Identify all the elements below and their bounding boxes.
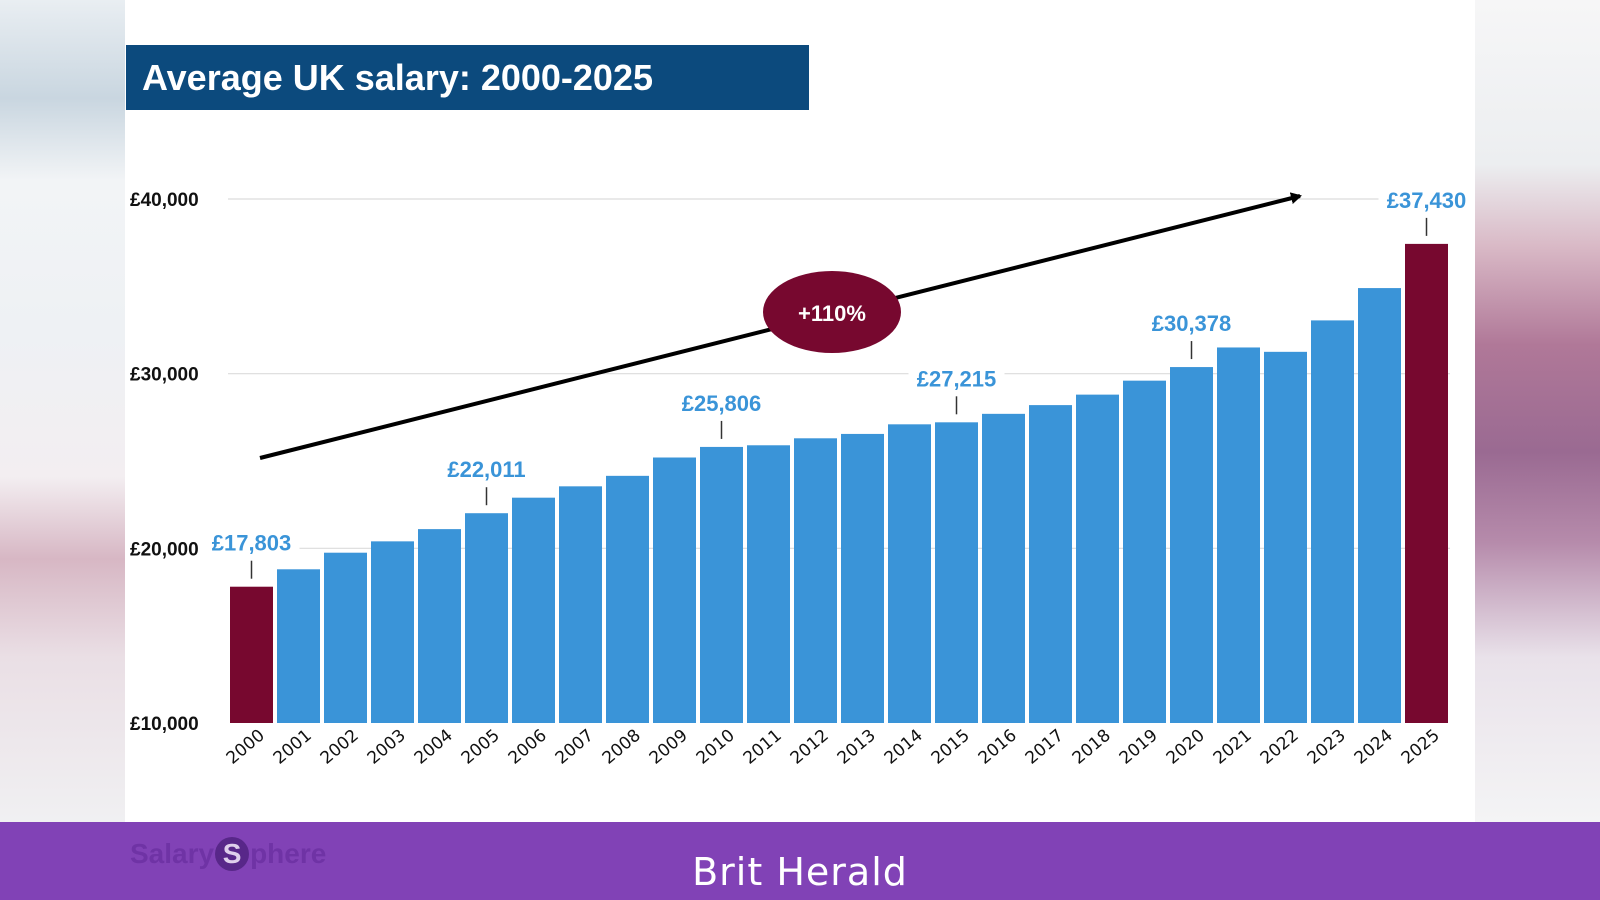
data-label: £30,378 [1152,311,1232,336]
x-tick-label: 2015 [928,726,974,769]
bar-2009 [653,457,696,723]
data-label-background [438,451,535,486]
background-left [0,0,125,822]
bar-2025 [1405,243,1448,723]
footer-source: Brit Herald [692,850,908,894]
bar-2013 [841,433,884,723]
x-axis: 2000 2001 2002 2003 2004 2005 2006 2007 2008 2009… [223,726,1444,769]
x-tick-label: 2006 [505,726,551,769]
data-labels: £17,803 £22,011 £25,806 £27,215 £30,378 £37,4… [203,181,1475,579]
bar-2008 [606,475,649,723]
x-tick-label: 2022 [1257,726,1303,769]
data-label: £17,803 [212,531,292,556]
x-tick-label: 2003 [364,726,410,769]
y-axis: £10,000 £20,000 £30,000 £40,000 [130,190,199,735]
data-label: £27,215 [917,366,997,391]
x-tick-label: 2004 [411,726,457,769]
chart-title: Average UK salary: 2000-2025 [142,57,653,98]
footer-bar: Brit Herald [0,822,1600,900]
trend-annotation: +110% [259,192,1302,460]
bar-2014 [888,424,931,723]
bar-2011 [747,445,790,723]
x-tick-label: 2018 [1069,726,1115,769]
x-tick-label: 2019 [1116,726,1162,769]
x-tick-label: 2011 [740,726,786,769]
data-label: £25,806 [682,391,762,416]
y-tick-label: £10,000 [130,714,199,735]
x-tick-label: 2002 [317,726,363,769]
y-tick-label: £40,000 [130,190,199,211]
bar-2000 [230,586,273,723]
x-tick-label: 2014 [881,726,927,769]
y-tick-label: £30,000 [130,365,199,386]
x-tick-label: 2001 [270,726,316,769]
background-right [1475,0,1600,822]
bar-2004 [418,529,461,723]
bars [230,243,1448,723]
bar-2006 [512,497,555,723]
bar-2016 [982,413,1025,723]
bar-2005 [465,513,508,723]
data-label-background [673,384,770,419]
data-label-background [1378,181,1475,216]
data-label-background [908,360,1005,395]
bar-2021 [1217,347,1260,723]
x-tick-label: 2017 [1022,726,1068,769]
x-tick-label: 2024 [1351,726,1397,769]
bar-2007 [559,486,602,723]
bar-2017 [1029,405,1072,723]
bar-2003 [371,541,414,723]
x-tick-label: 2005 [458,726,504,769]
bar-2019 [1123,380,1166,723]
bar-2015 [935,422,978,723]
bar-2010 [700,446,743,723]
x-tick-label: 2008 [599,726,645,769]
x-tick-label: 2025 [1398,726,1444,769]
bar-2012 [794,438,837,723]
brand-name-part2: phere [250,838,327,869]
bar-2024 [1358,288,1401,723]
x-tick-label: 2023 [1304,726,1350,769]
brand-name-part1: Salary [130,838,215,869]
x-tick-label: 2020 [1163,726,1209,769]
growth-badge-background [763,271,901,353]
x-tick-label: 2009 [646,726,692,769]
bar-2018 [1076,394,1119,723]
bar-chart: £10,000£20,000£30,000£40,000 2000 2001 200… [130,181,1475,769]
bar-2023 [1311,320,1354,723]
growth-badge: +110% [798,301,866,326]
x-tick-label: 2010 [693,726,739,769]
x-tick-label: 2000 [223,726,269,769]
x-tick-label: 2021 [1210,726,1256,769]
brand-mark: S [215,837,250,871]
data-label-background [1143,305,1240,340]
bar-2002 [324,552,367,723]
data-label: £22,011 [447,457,525,482]
x-tick-label: 2007 [552,726,598,769]
x-tick-label: 2012 [787,726,833,769]
x-tick-label: 2016 [975,726,1021,769]
bar-2001 [277,569,320,723]
title-bar: Average UK salary: 2000-2025 [126,45,809,110]
bar-2020 [1170,367,1213,723]
y-tick-label: £20,000 [130,539,199,560]
data-label-background [203,524,300,559]
data-label: £37,430 [1387,188,1467,213]
bar-2022 [1264,351,1307,723]
x-tick-label: 2013 [834,726,880,769]
